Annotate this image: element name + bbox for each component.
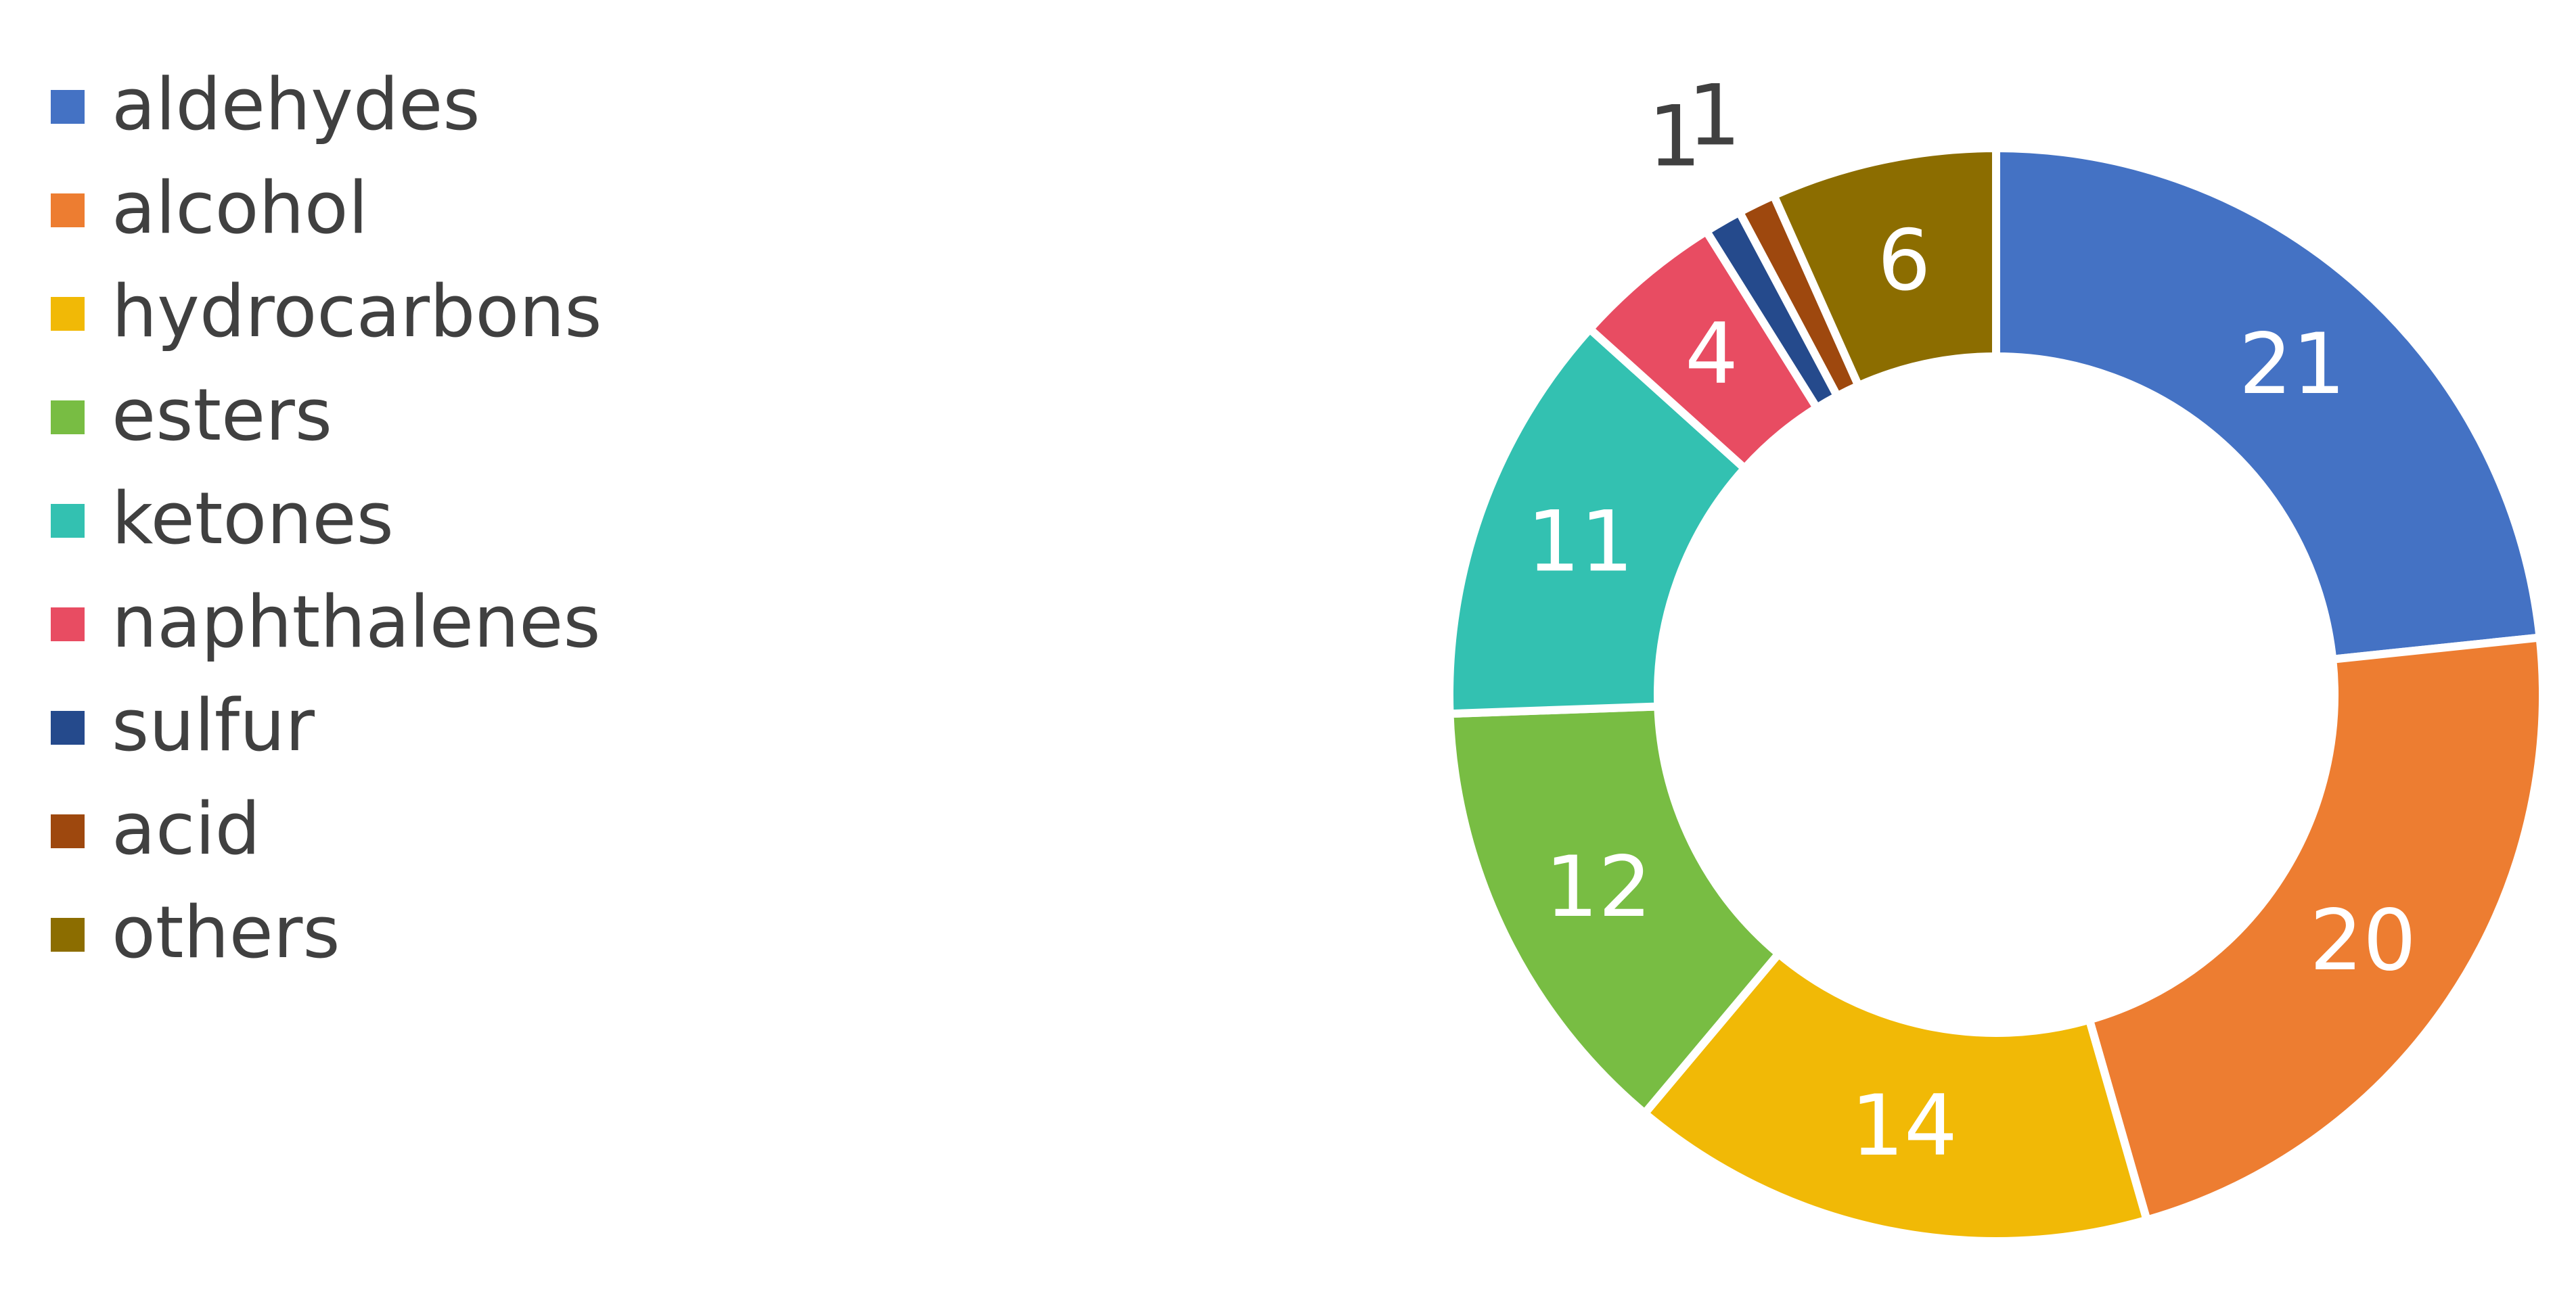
legend-swatch bbox=[51, 297, 85, 331]
donut-slice bbox=[1992, 143, 2545, 664]
donut-slice bbox=[1445, 323, 1750, 718]
legend-swatch bbox=[51, 90, 85, 124]
legend-label: alcohol bbox=[112, 166, 368, 250]
legend-swatch bbox=[51, 400, 85, 434]
legend-label: others bbox=[112, 891, 340, 974]
legend-swatch bbox=[51, 504, 85, 538]
data-label: 12 bbox=[1545, 839, 1652, 936]
data-label: 6 bbox=[1878, 212, 1931, 309]
legend-swatch bbox=[51, 193, 85, 227]
data-label: 1 bbox=[1688, 67, 1741, 164]
data-label: 1 bbox=[1648, 88, 1702, 185]
legend-label: ketones bbox=[112, 477, 394, 560]
legend-label: sulfur bbox=[112, 684, 315, 767]
legend-swatch bbox=[51, 607, 85, 641]
donut-slice bbox=[1768, 143, 2000, 392]
data-label: 21 bbox=[2239, 316, 2346, 413]
legend-label: esters bbox=[112, 373, 332, 457]
legend-label: hydrocarbons bbox=[112, 270, 602, 353]
donut-slice bbox=[2084, 632, 2547, 1226]
legend-label: naphthalenes bbox=[112, 580, 601, 664]
data-label: 11 bbox=[1527, 493, 1634, 591]
legend-swatch bbox=[51, 918, 85, 952]
legend-label: acid bbox=[112, 787, 261, 871]
data-label: 14 bbox=[1851, 1078, 1958, 1175]
legend-swatch bbox=[51, 814, 85, 848]
data-label: 4 bbox=[1685, 306, 1738, 403]
legend-label: aldehydes bbox=[112, 63, 480, 146]
donut-slice bbox=[1639, 948, 2152, 1245]
donut-slice bbox=[1445, 702, 1785, 1119]
data-label: 20 bbox=[2309, 892, 2416, 990]
legend-swatch bbox=[51, 711, 85, 745]
